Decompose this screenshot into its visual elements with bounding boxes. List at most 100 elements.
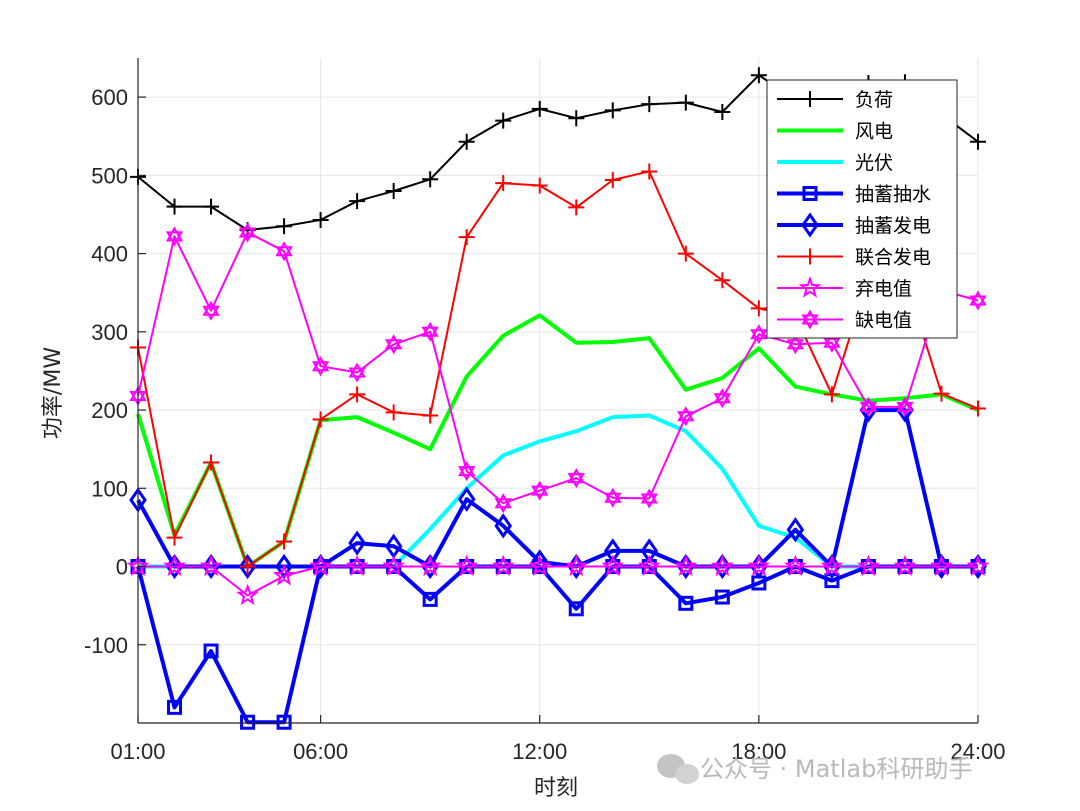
plus-marker [385, 404, 402, 421]
plus-marker [422, 407, 439, 424]
hexagram-marker [677, 406, 695, 427]
hexagram-marker [823, 332, 841, 353]
hexagram-marker [384, 334, 403, 355]
plus-marker [203, 454, 220, 471]
diamond-marker [457, 486, 476, 512]
plus-marker [750, 300, 767, 317]
star-marker [272, 564, 296, 586]
star-marker [236, 583, 259, 606]
legend-item: 抽蓄抽水 [777, 184, 931, 206]
star-marker [418, 554, 442, 577]
diamond-marker [348, 530, 366, 556]
square-marker [203, 643, 219, 659]
legend-label: 风电 [855, 121, 893, 143]
y-tick-label: 400 [91, 242, 128, 267]
plus-marker [802, 91, 818, 107]
hexagram-marker [311, 356, 330, 377]
y-ticks: -100 0 100 200 300 400 500 600 [84, 85, 146, 658]
plus-marker [802, 248, 818, 265]
plus-marker [203, 198, 220, 215]
legend-label: 抽蓄发电 [855, 215, 931, 237]
hexagram-marker [348, 362, 366, 383]
x-ticks: 01:00 06:00 12:00 18:00 24:00 [110, 715, 1006, 764]
y-tick-label: -100 [84, 633, 128, 658]
hexagram-marker [859, 396, 878, 417]
hexagram-marker [202, 300, 220, 321]
legend-item: 联合发电 [777, 247, 931, 269]
star-marker [528, 554, 552, 577]
hexagram-marker [750, 324, 768, 345]
plus-marker [970, 400, 986, 417]
hexagram-marker [567, 468, 585, 489]
legend-label: 弃电值 [855, 278, 912, 300]
star-marker [798, 276, 822, 298]
square-marker [802, 186, 818, 201]
plus-marker [531, 177, 548, 194]
legend-item: 弃电值 [777, 276, 912, 300]
diamond-marker [530, 549, 549, 575]
hexagram-marker [165, 226, 184, 247]
hexagram-marker [458, 461, 476, 482]
plus-marker [970, 133, 986, 150]
star-marker [564, 554, 588, 577]
y-tick-label: 0 [116, 555, 128, 580]
legend-label: 缺电值 [855, 310, 912, 332]
plus-marker [714, 103, 731, 120]
square-marker [240, 714, 256, 730]
legend-label: 光伏 [855, 152, 893, 174]
square-marker [276, 714, 292, 730]
square-marker [678, 595, 694, 611]
hexagram-marker [421, 321, 439, 342]
star-marker [966, 554, 990, 577]
wechat-icon [657, 754, 699, 784]
star-marker [930, 554, 953, 577]
plus-marker [495, 175, 512, 192]
x-tick-label: 18:00 [731, 739, 786, 764]
axes [137, 58, 978, 724]
watermark-text: 公众号 · Matlab科研助手 [700, 755, 972, 783]
star-marker [637, 554, 661, 577]
plus-marker [750, 67, 767, 84]
plus-marker [166, 529, 183, 546]
legend-item: 光伏 [777, 152, 893, 174]
plus-marker [495, 112, 512, 129]
plus-marker [166, 198, 183, 215]
hexagram-marker [801, 309, 819, 330]
plus-marker [568, 199, 585, 216]
hexagram-marker [640, 488, 658, 509]
plus-marker [677, 94, 694, 111]
series-line [137, 170, 979, 568]
hexagram-marker [494, 493, 512, 514]
plus-marker [677, 245, 694, 262]
plus-marker [604, 102, 621, 119]
legend-label: 抽蓄抽水 [855, 184, 931, 206]
plus-marker [568, 110, 585, 127]
y-tick-label: 300 [91, 320, 128, 345]
plus-marker [422, 171, 439, 188]
diamond-marker [494, 513, 513, 539]
plus-marker [933, 385, 950, 402]
diamond-marker [640, 538, 659, 564]
plus-marker [458, 133, 475, 150]
star-marker [309, 554, 332, 577]
legend-item: 抽蓄发电 [777, 212, 931, 238]
plus-marker [312, 411, 329, 428]
hexagram-marker [896, 396, 914, 417]
legend-label: 联合发电 [855, 247, 931, 269]
plus-marker [531, 100, 548, 117]
plus-marker [239, 558, 256, 575]
plus-marker [276, 533, 293, 550]
hexagram-marker [531, 480, 549, 501]
hexagram-marker [238, 222, 257, 243]
legend-item: 风电 [777, 121, 893, 143]
legend-item: 负荷 [777, 89, 893, 111]
square-marker [422, 591, 438, 607]
star-marker [601, 554, 625, 577]
star-marker [163, 554, 186, 577]
square-marker [167, 699, 183, 715]
x-tick-label: 01:00 [110, 739, 165, 764]
watermark: 公众号 · Matlab科研助手 [657, 754, 972, 784]
x-tick-label: 06:00 [293, 739, 348, 764]
x-tick-label: 12:00 [512, 739, 567, 764]
